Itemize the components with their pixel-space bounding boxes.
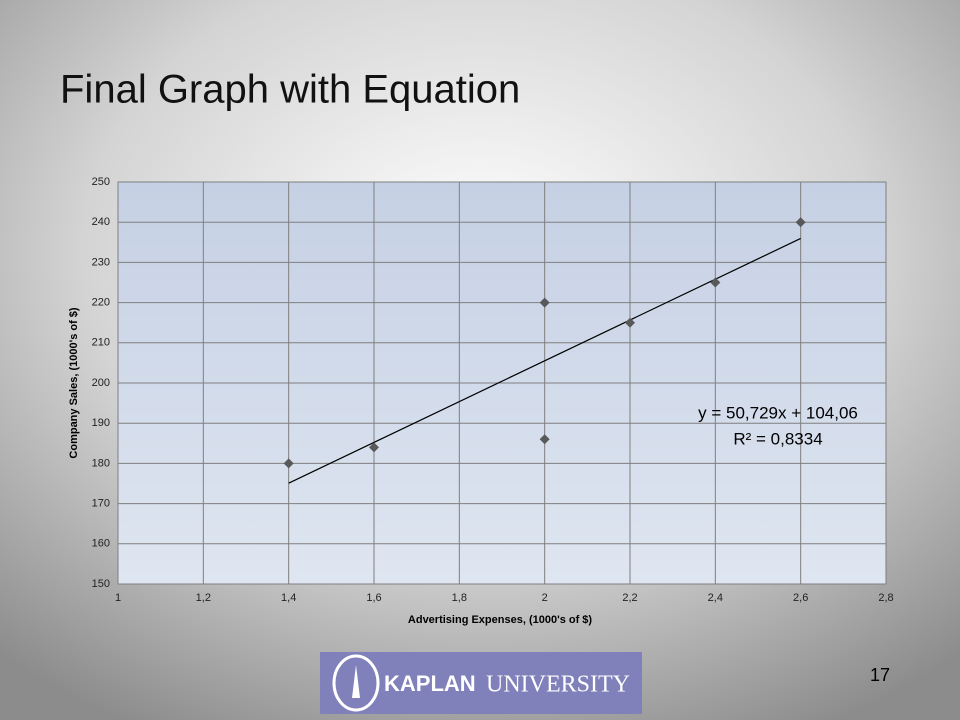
x-tick-label: 2,8 — [878, 592, 893, 604]
y-tick-label: 200 — [92, 377, 110, 389]
y-axis-label: Company Sales, (1000's of $) — [68, 307, 80, 459]
y-tick-label: 250 — [92, 176, 110, 188]
slide-title: Final Graph with Equation — [60, 68, 520, 112]
y-tick-label: 210 — [92, 337, 110, 349]
data-point — [710, 277, 721, 288]
x-tick-label: 1,6 — [366, 592, 381, 604]
data-point — [539, 434, 550, 445]
y-tick-label: 220 — [92, 297, 110, 309]
x-tick-label: 2,2 — [622, 592, 637, 604]
x-tick-label: 2,4 — [708, 592, 723, 604]
logo-box — [320, 652, 642, 714]
y-tick-label: 230 — [92, 256, 110, 268]
x-tick-label: 1,8 — [452, 592, 467, 604]
logo-brand: KAPLAN — [384, 671, 476, 696]
data-point — [369, 442, 379, 453]
data-point — [795, 217, 806, 228]
y-tick-label: 150 — [92, 578, 110, 590]
y-tick-label: 160 — [92, 538, 110, 550]
y-tick-label: 240 — [92, 216, 110, 228]
y-tick-label: 180 — [92, 457, 110, 469]
x-tick-label: 2 — [542, 592, 548, 604]
y-tick-label: 170 — [92, 498, 110, 510]
x-axis-label: Advertising Expenses, (1000's of $) — [408, 614, 593, 626]
equation: y = 50,729x + 104,06 — [698, 403, 858, 422]
x-tick-label: 1,2 — [196, 592, 211, 604]
r-squared: R² = 0,8334 — [733, 429, 822, 448]
page-number: 17 — [870, 665, 890, 685]
logo-emblem — [332, 654, 380, 712]
data-point — [283, 458, 294, 469]
x-tick-label: 1 — [115, 592, 121, 604]
y-tick-label: 190 — [92, 417, 110, 429]
data-point — [539, 297, 550, 308]
x-tick-label: 2,6 — [793, 592, 808, 604]
data-point — [625, 317, 635, 328]
logo-torch — [352, 665, 360, 698]
logo-name: UNIVERSITY — [486, 672, 630, 698]
plot: 150 160 170 180 190 200 210 220 230 240 250 1 1,2 1,4… — [92, 176, 894, 604]
x-tick-label: 1,4 — [281, 592, 296, 604]
